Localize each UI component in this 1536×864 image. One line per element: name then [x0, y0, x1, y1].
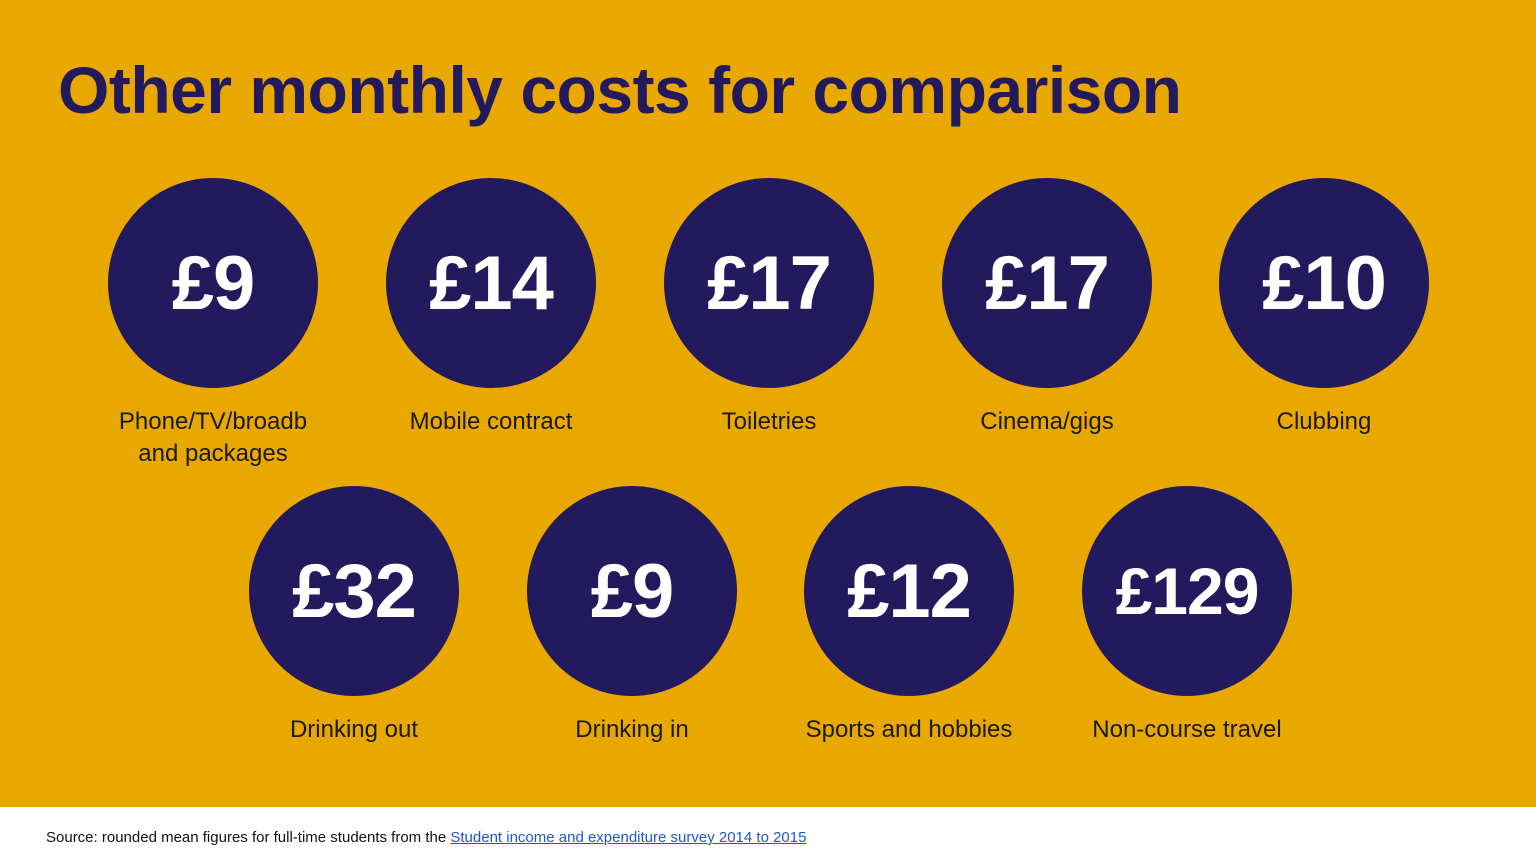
cost-item-clubbing: £10 Clubbing — [1194, 178, 1454, 438]
cost-item-drinking-in: £9 Drinking in — [502, 486, 762, 746]
cost-circle: £9 — [108, 178, 318, 388]
cost-circle: £9 — [527, 486, 737, 696]
cost-item-toiletries: £17 Toiletries — [639, 178, 899, 438]
cost-item-drinking-out: £32 Drinking out — [224, 486, 484, 746]
cost-label: Drinking in — [575, 716, 689, 743]
cost-label: Mobile contract — [409, 408, 573, 435]
slide: Other monthly costs for comparison £9 Ph… — [0, 0, 1536, 807]
cost-circle: £17 — [942, 178, 1152, 388]
survey-link[interactable]: Student income and expenditure survey 20… — [450, 829, 807, 846]
cost-item-sports-hobbies: £12 Sports and hobbies — [779, 486, 1039, 746]
cost-item-cinema-gigs: £17 Cinema/gigs — [917, 178, 1177, 438]
cost-item-mobile-contract: £14 Mobile contract — [361, 178, 621, 438]
cost-label: Sports and hobbies — [805, 716, 1013, 743]
cost-circle: £14 — [386, 178, 596, 388]
cost-label: Cinema/gigs — [980, 408, 1114, 435]
cost-circle: £129 — [1082, 486, 1292, 696]
page-title: Other monthly costs for comparison — [58, 53, 1182, 127]
cost-label: Phone/TV/broadb and packages — [118, 408, 308, 467]
cost-label: Clubbing — [1276, 408, 1372, 435]
cost-label: Drinking out — [289, 716, 419, 743]
cost-label: Toiletries — [721, 408, 817, 435]
cost-circle: £32 — [249, 486, 459, 696]
cost-label: Non-course travel — [1092, 716, 1282, 743]
cost-item-non-course-travel: £129 Non-course travel — [1057, 486, 1317, 746]
source-footer: Source: rounded mean figures for full-ti… — [46, 829, 806, 846]
cost-circle: £17 — [664, 178, 874, 388]
cost-circle: £10 — [1219, 178, 1429, 388]
cost-item-phone-tv-broadband: £9 Phone/TV/broadb and packages — [83, 178, 343, 470]
source-text: Source: rounded mean figures for full-ti… — [46, 829, 451, 846]
cost-circle: £12 — [804, 486, 1014, 696]
